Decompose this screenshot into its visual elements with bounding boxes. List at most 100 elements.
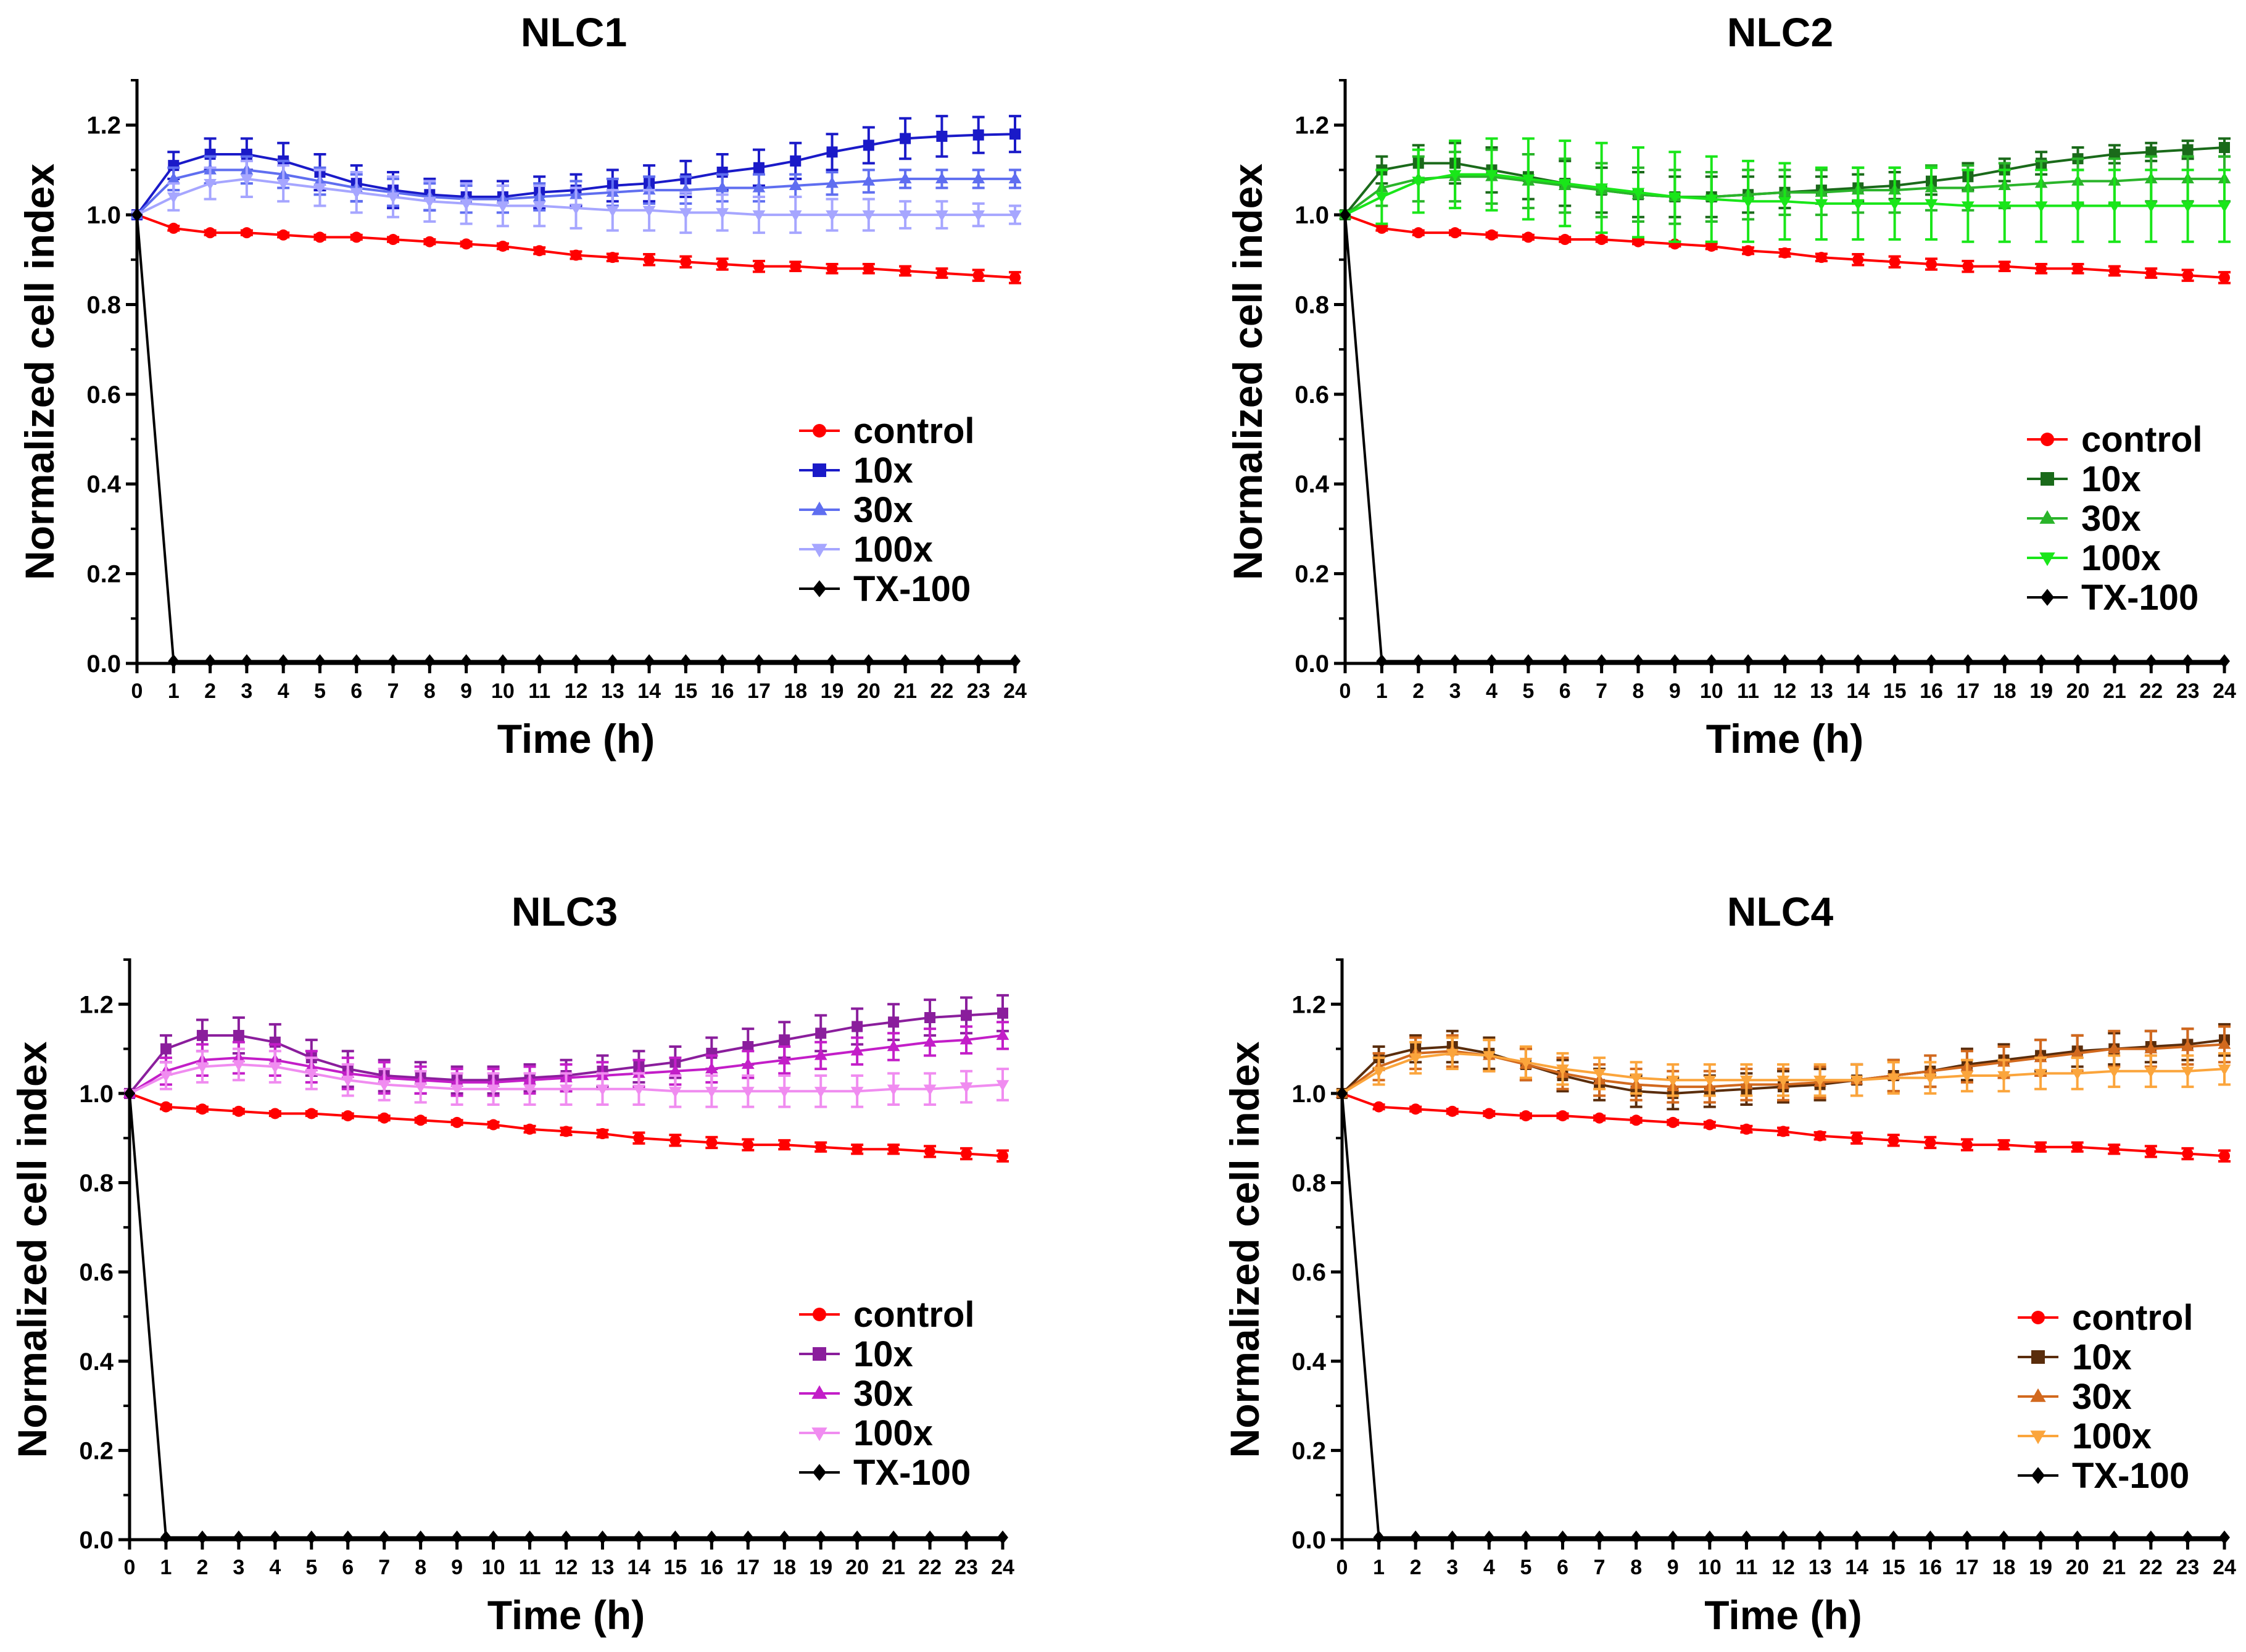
data-point [2219,1150,2230,1162]
data-point [451,1530,463,1545]
data-point [669,1064,682,1076]
x-tick-label: 6 [1557,1556,1568,1579]
legend-label: TX-100 [2081,578,2198,618]
data-point [633,1132,645,1144]
x-tick-label: 24 [991,1556,1014,1579]
y-tick-label: 0.8 [1295,291,1329,318]
data-point [1814,1130,1826,1142]
data-point [278,654,289,668]
data-point [204,654,216,668]
data-point [167,172,180,184]
data-point [2219,654,2230,668]
chart-title: NLC1 [521,9,627,55]
data-point [961,1148,972,1160]
data-point [1778,197,1791,209]
legend-label: 100x [853,529,933,570]
data-point [2071,1530,2083,1545]
x-tick-label: 14 [637,679,661,703]
data-point [887,1084,900,1096]
x-tick-label: 2 [196,1556,208,1579]
x-tick-label: 14 [1845,1556,1868,1579]
data-point [923,1035,937,1047]
data-point [1961,1139,1973,1151]
data-point [1486,229,1498,241]
x-tick-label: 10 [491,679,515,703]
x-tick-label: 24 [1003,679,1027,703]
data-point [1448,170,1462,181]
y-tick-label: 0.6 [79,1259,114,1286]
x-tick-label: 21 [2103,679,2126,703]
data-point [196,1029,208,1041]
data-point [1008,210,1022,222]
y-tick-label: 0.2 [1295,561,1329,588]
data-point [1373,1101,1385,1113]
data-point [1997,1071,2010,1082]
data-point [1999,260,2010,272]
data-point [898,172,912,184]
data-point [560,1084,573,1096]
data-point [1596,234,1607,246]
data-point [935,172,948,184]
chart-title: NLC2 [1727,9,1833,55]
data-point [2181,201,2194,213]
y-tick-label: 1.2 [86,112,121,139]
data-point [1630,1073,1643,1085]
data-point [387,234,399,246]
x-tick-label: 5 [314,679,326,703]
data-point [972,172,985,184]
data-point [680,256,692,268]
x-tick-label: 20 [2066,1556,2089,1579]
x-tick-label: 11 [519,1556,541,1579]
legend-marker [813,1464,826,1481]
data-point [378,1112,390,1124]
x-tick-label: 17 [736,1556,760,1579]
data-point [1446,1048,1459,1060]
legend-label: 10x [2081,459,2141,499]
legend-marker [813,1308,826,1321]
y-tick-label: 0.6 [86,381,121,409]
x-tick-label: 9 [1667,1556,1679,1579]
data-point [1596,654,1607,668]
data-point [597,1530,608,1545]
legend-label: 100x [853,1413,933,1453]
x-tick-label: 13 [1809,1556,1832,1579]
data-point [233,1530,244,1545]
data-point [268,1062,282,1074]
legend-marker [811,1385,827,1399]
data-point [888,1144,900,1155]
x-tick-label: 24 [2213,679,2236,703]
x-axis-label: Time (h) [497,716,655,762]
data-point [852,1021,863,1032]
data-point [1412,227,1424,239]
x-tick-label: 2 [1410,1556,1422,1579]
data-point [1446,1105,1458,1117]
data-point [1998,201,2012,213]
data-point [1482,1051,1496,1063]
data-point [2036,654,2047,668]
data-point [597,1128,608,1139]
y-tick-label: 0.8 [1291,1170,1326,1197]
x-tick-label: 21 [893,679,917,703]
x-tick-label: 24 [2213,1556,2236,1579]
data-point [1923,1073,1937,1085]
x-tick-label: 9 [451,1556,463,1579]
data-point [240,174,254,186]
data-point [523,1084,536,1096]
x-tick-label: 3 [1446,1556,1458,1579]
data-point [1851,1530,1863,1545]
data-point [1522,174,1535,186]
data-point [814,1048,827,1060]
data-point [2034,201,2048,213]
data-point [863,654,874,668]
data-point [1776,1076,1790,1087]
x-tick-label: 8 [415,1556,426,1579]
data-point [1410,1103,1422,1115]
data-point [1743,654,1754,668]
data-point [2071,1047,2084,1058]
data-point [1926,654,1937,668]
data-point [1375,192,1388,204]
data-point [159,1071,173,1082]
data-point [1887,1073,1900,1085]
data-point [923,1084,937,1096]
